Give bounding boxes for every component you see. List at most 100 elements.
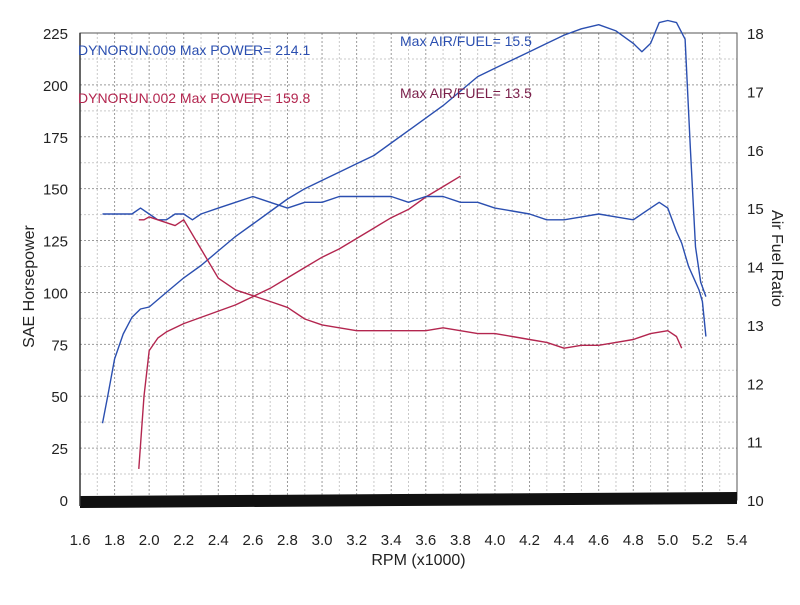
x-tick-label: 5.4 xyxy=(727,532,748,549)
data-point-dynorun-009 xyxy=(684,38,686,40)
data-point-dynorun-009-afr xyxy=(235,201,237,203)
data-point-dynorun-002-afr xyxy=(546,342,548,344)
data-point-dynorun-009-afr xyxy=(702,301,704,303)
data-point-dynorun-002-afr xyxy=(252,295,254,297)
x-tick-label: 2.8 xyxy=(277,532,298,549)
data-point-dynorun-009-afr xyxy=(658,201,660,203)
data-point-dynorun-009-afr xyxy=(408,201,410,203)
x-axis-title: RPM (x1000) xyxy=(371,552,465,569)
y2-tick-label: 12 xyxy=(747,376,764,393)
data-point-dynorun-009 xyxy=(166,292,168,294)
data-point-dynorun-009-afr xyxy=(174,213,176,215)
y-tick-label: 100 xyxy=(43,285,68,302)
data-point-dynorun-009 xyxy=(269,211,271,213)
x-tick-label: 3.6 xyxy=(415,532,436,549)
y-tick-label: 75 xyxy=(51,337,68,354)
data-point-dynorun-009-afr xyxy=(304,201,306,203)
data-point-dynorun-009-afr xyxy=(183,213,185,215)
x-tick-label: 4.6 xyxy=(588,532,609,549)
data-point-dynorun-009-afr xyxy=(373,196,375,198)
data-point-dynorun-002-afr xyxy=(477,333,479,335)
data-point-dynorun-009 xyxy=(477,76,479,78)
data-point-dynorun-009 xyxy=(339,171,341,173)
x-tick-label: 2.2 xyxy=(173,532,194,549)
x-tick-label: 4.2 xyxy=(519,532,540,549)
labels-layer: 1.6 1.8 2.0 2.2 2.4 2.6 2.8 3.0 3.2 3.4 3.6 3.8 4.0 4… xyxy=(21,26,785,569)
data-point-dynorun-002-afr xyxy=(373,330,375,332)
data-point-dynorun-009-afr xyxy=(200,213,202,215)
data-point-dynorun-002-afr xyxy=(174,225,176,227)
data-point-dynorun-009-afr xyxy=(114,213,116,215)
x-tick-label: 1.8 xyxy=(104,532,125,549)
series-line-dynorun-009 xyxy=(101,19,707,424)
annotation-run002-afr: Max AIR/FUEL= 13.5 xyxy=(400,85,532,101)
data-point-dynorun-002 xyxy=(356,238,358,240)
data-point-dynorun-009-afr xyxy=(598,213,600,215)
data-point-dynorun-002-afr xyxy=(287,307,289,309)
data-point-dynorun-002-afr xyxy=(650,333,652,335)
data-point-dynorun-002 xyxy=(390,217,392,219)
y2-tick-label: 13 xyxy=(747,318,764,335)
y-tick-label: 0 xyxy=(60,493,68,510)
data-point-dynorun-009 xyxy=(511,59,513,61)
data-point-dynorun-002-afr xyxy=(615,342,617,344)
data-point-dynorun-009-afr xyxy=(390,196,392,198)
data-point-dynorun-009-afr xyxy=(688,266,690,268)
x-tick-label: 5.0 xyxy=(657,532,678,549)
data-point-dynorun-009-afr xyxy=(650,207,652,209)
data-point-dynorun-009-afr xyxy=(460,201,462,203)
data-point-dynorun-002-afr xyxy=(681,347,683,349)
y-tick-label: 175 xyxy=(43,130,68,147)
x-axis-baseline xyxy=(80,492,737,508)
data-point-dynorun-009-afr xyxy=(252,196,254,198)
series-line-dynorun-002 xyxy=(138,175,461,469)
data-point-dynorun-009 xyxy=(140,308,142,310)
data-point-dynorun-009 xyxy=(632,43,634,45)
data-point-dynorun-009 xyxy=(107,395,109,397)
data-point-dynorun-002-afr xyxy=(442,327,444,329)
data-point-dynorun-009 xyxy=(183,277,185,279)
data-point-dynorun-009 xyxy=(581,28,583,30)
data-point-dynorun-009 xyxy=(615,30,617,32)
data-point-dynorun-009-afr xyxy=(494,207,496,209)
data-point-dynorun-009 xyxy=(373,155,375,157)
data-point-dynorun-009 xyxy=(658,22,660,24)
data-point-dynorun-009 xyxy=(425,117,427,119)
data-point-dynorun-002 xyxy=(166,331,168,333)
data-point-dynorun-009-afr xyxy=(705,336,707,338)
data-point-dynorun-009 xyxy=(102,422,104,424)
data-point-dynorun-002 xyxy=(218,310,220,312)
data-point-dynorun-002 xyxy=(408,209,410,211)
data-point-dynorun-002-afr xyxy=(581,345,583,347)
data-point-dynorun-002 xyxy=(183,323,185,325)
data-point-dynorun-009-afr xyxy=(632,219,634,221)
x-tick-label: 5.2 xyxy=(692,532,713,549)
data-point-dynorun-009 xyxy=(695,246,697,248)
data-point-dynorun-002 xyxy=(200,317,202,319)
data-point-dynorun-002-afr xyxy=(157,219,159,221)
data-point-dynorun-002-afr xyxy=(529,339,531,341)
axes-layer xyxy=(79,32,738,508)
data-point-dynorun-002-afr xyxy=(390,330,392,332)
x-tick-label: 1.6 xyxy=(70,532,91,549)
y2-tick-label: 18 xyxy=(747,26,764,43)
annotation-run002-power: DYNORUN.002 Max POWER= 159.8 xyxy=(78,90,310,106)
data-point-dynorun-002-afr xyxy=(425,330,427,332)
data-point-dynorun-002-afr xyxy=(148,216,150,218)
data-point-dynorun-009 xyxy=(676,22,678,24)
y-tick-label: 50 xyxy=(51,389,68,406)
data-point-dynorun-002 xyxy=(373,227,375,229)
data-point-dynorun-009-afr xyxy=(615,216,617,218)
data-point-dynorun-009-afr xyxy=(684,254,686,256)
data-point-dynorun-009-afr xyxy=(321,201,323,203)
data-point-dynorun-009 xyxy=(356,163,358,165)
data-point-dynorun-009 xyxy=(546,43,548,45)
y-tick-label: 125 xyxy=(43,234,68,251)
data-point-dynorun-002-afr xyxy=(143,219,145,221)
data-point-dynorun-002 xyxy=(148,350,150,352)
data-point-dynorun-009 xyxy=(321,180,323,182)
data-point-dynorun-009 xyxy=(408,130,410,132)
data-point-dynorun-002-afr xyxy=(269,301,271,303)
annotation-run009-power: DYNORUN.009 Max POWER= 214.1 xyxy=(78,42,310,58)
data-point-dynorun-009 xyxy=(705,296,707,298)
